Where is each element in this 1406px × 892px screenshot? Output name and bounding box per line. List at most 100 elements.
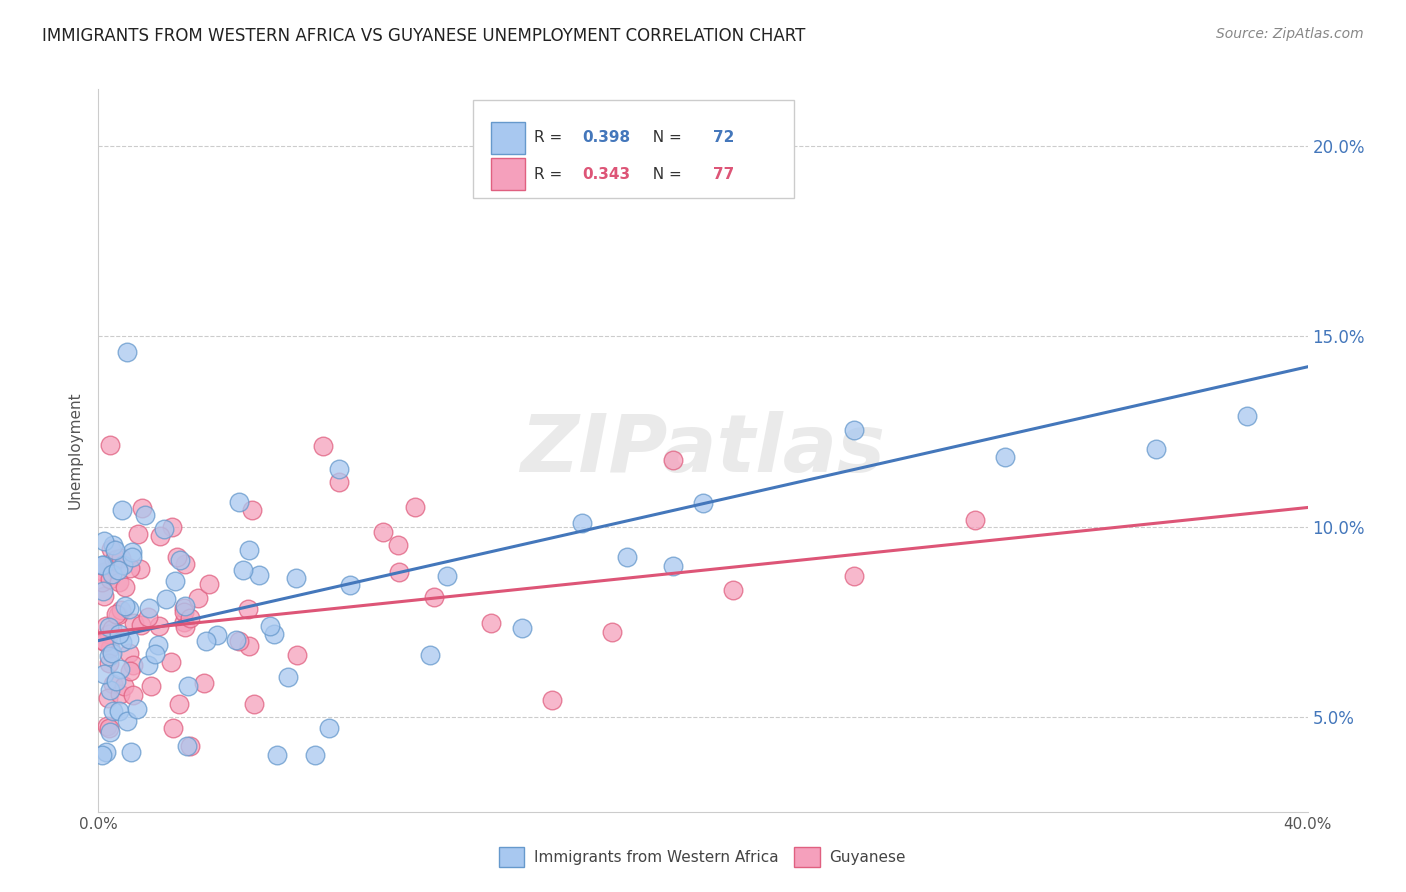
Point [110, 550, 132, 565]
Point [602, 625, 624, 640]
Point [844, 423, 866, 437]
Point [121, 550, 143, 565]
Text: Immigrants from Western Africa: Immigrants from Western Africa [534, 850, 779, 864]
Text: 77: 77 [713, 167, 734, 182]
Point [97, 620, 120, 634]
Point [111, 558, 134, 573]
Point [108, 704, 131, 718]
Point [540, 693, 562, 707]
Point [387, 538, 409, 552]
Point [173, 620, 195, 634]
Point [193, 676, 215, 690]
Point [149, 528, 172, 542]
Point [228, 495, 250, 509]
Point [179, 611, 201, 625]
Point [174, 599, 197, 614]
Point [111, 503, 134, 517]
Point [91, 558, 114, 572]
Point [98, 572, 121, 586]
Point [155, 591, 177, 606]
Point [112, 679, 135, 693]
Point [160, 655, 183, 669]
Point [228, 634, 250, 648]
Text: 0.343: 0.343 [582, 167, 630, 182]
Point [104, 674, 127, 689]
Point [146, 638, 169, 652]
Point [312, 439, 335, 453]
Point [1146, 442, 1168, 456]
Point [100, 622, 122, 636]
Point [121, 544, 143, 558]
Point [284, 571, 307, 585]
Point [994, 450, 1017, 464]
Point [127, 527, 149, 541]
Point [166, 550, 188, 565]
Text: Guyanese: Guyanese [830, 850, 905, 864]
Point [328, 461, 350, 475]
Point [136, 609, 159, 624]
Point [114, 580, 136, 594]
Text: N =: N = [643, 130, 686, 145]
Point [110, 603, 132, 617]
Point [510, 621, 533, 635]
Point [118, 646, 141, 660]
Point [173, 615, 195, 630]
Point [100, 646, 122, 660]
Point [148, 619, 170, 633]
Point [93, 533, 115, 548]
Text: 72: 72 [713, 130, 734, 145]
Point [238, 639, 260, 653]
Point [107, 575, 129, 590]
Point [122, 657, 145, 672]
Point [138, 600, 160, 615]
Point [131, 618, 153, 632]
Point [101, 567, 124, 582]
Point [98, 683, 121, 698]
Point [127, 702, 149, 716]
Point [110, 687, 132, 701]
Point [242, 697, 264, 711]
Point [122, 688, 145, 702]
FancyBboxPatch shape [492, 121, 526, 154]
Point [94, 634, 117, 648]
Point [187, 591, 209, 606]
Point [1236, 409, 1258, 423]
Point [194, 633, 217, 648]
Point [111, 634, 134, 648]
Point [107, 608, 129, 623]
Point [118, 664, 141, 678]
Point [91, 583, 114, 598]
Point [692, 496, 714, 510]
Point [117, 345, 139, 359]
Point [238, 543, 260, 558]
Y-axis label: Unemployment: Unemployment [67, 392, 83, 509]
Point [98, 641, 121, 656]
Point [232, 563, 254, 577]
Point [134, 508, 156, 523]
Point [571, 516, 593, 530]
FancyBboxPatch shape [492, 158, 526, 190]
Point [238, 601, 260, 615]
Point [167, 697, 190, 711]
Point [173, 558, 195, 572]
Point [108, 662, 131, 676]
Point [100, 541, 122, 556]
Point [965, 513, 987, 527]
Point [98, 437, 121, 451]
Text: R =: R = [534, 167, 567, 182]
Point [103, 553, 125, 567]
Point [198, 577, 221, 591]
Point [120, 560, 142, 574]
Point [371, 524, 394, 539]
Point [259, 619, 281, 633]
Point [139, 679, 162, 693]
Point [118, 632, 141, 646]
Point [96, 719, 118, 733]
Point [145, 647, 167, 661]
Text: Source: ZipAtlas.com: Source: ZipAtlas.com [1216, 27, 1364, 41]
Point [163, 574, 186, 589]
Point [176, 739, 198, 753]
Text: IMMIGRANTS FROM WESTERN AFRICA VS GUYANESE UNEMPLOYMENT CORRELATION CHART: IMMIGRANTS FROM WESTERN AFRICA VS GUYANE… [42, 27, 806, 45]
Point [162, 721, 184, 735]
Point [105, 607, 128, 621]
